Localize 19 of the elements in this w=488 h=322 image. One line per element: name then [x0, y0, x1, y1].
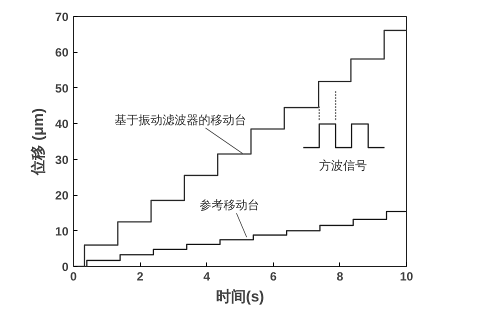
- y-tick-label: 60: [55, 46, 69, 60]
- y-tick-label: 30: [55, 152, 69, 167]
- x-axis-title: 时间(s): [216, 288, 264, 306]
- annotation: 基于振动滤波器的移动台: [114, 113, 246, 127]
- x-tick-label: 0: [70, 270, 78, 284]
- x-tick-label: 4: [203, 270, 210, 284]
- y-axis-title: 位移 (μm): [30, 108, 48, 176]
- x-tick-label: 6: [270, 270, 277, 284]
- annotation: 参考移动台: [200, 198, 260, 212]
- annotation: 方波信号: [319, 158, 368, 173]
- y-tick-label: 0: [62, 260, 69, 274]
- x-tick-label: 8: [336, 270, 344, 284]
- y-tick-label: 40: [55, 117, 69, 132]
- y-tick-label: 20: [55, 188, 69, 203]
- x-tick-label: 10: [400, 270, 414, 284]
- x-tick-label: 2: [136, 270, 144, 284]
- y-tick-label: 50: [55, 81, 69, 96]
- y-tick-label: 70: [55, 10, 69, 24]
- y-tick-label: 10: [55, 224, 69, 238]
